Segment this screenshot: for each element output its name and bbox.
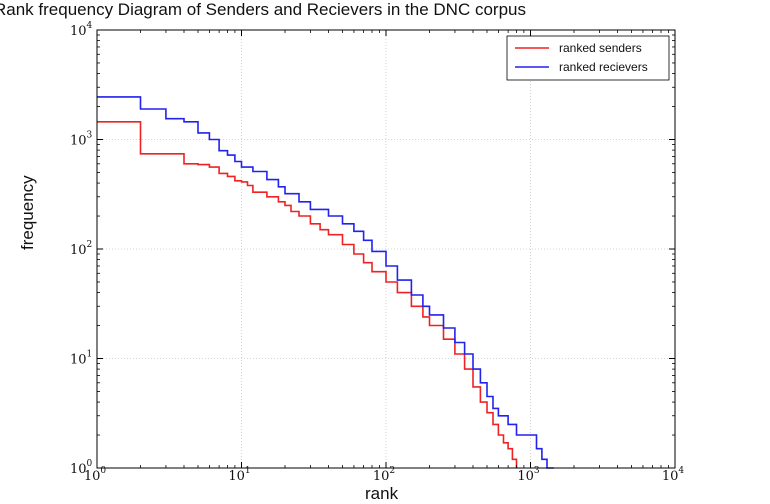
x-tick-label: 104 <box>662 466 685 484</box>
x-tick-exponent: 4 <box>678 466 684 476</box>
x-tick-exponent: 3 <box>534 466 540 476</box>
y-tick-label: 101 <box>70 350 92 368</box>
y-tick-exponent: 4 <box>87 21 93 31</box>
y-tick-label: 104 <box>70 21 93 39</box>
legend-box <box>506 35 670 81</box>
y-tick-exponent: 1 <box>87 350 93 360</box>
x-tick-label: 102 <box>373 466 395 484</box>
y-tick-exponent: 3 <box>87 131 93 141</box>
legend-label-0: ranked senders <box>559 41 642 55</box>
series-line-1 <box>97 96 554 469</box>
series-line-0 <box>97 121 518 468</box>
x-axis-label: rank <box>365 484 399 503</box>
legend: ranked senders ranked recievers <box>506 35 670 81</box>
y-tick-label: 103 <box>70 131 93 149</box>
x-tick-exponent: 2 <box>389 466 395 476</box>
legend-label-1: ranked recievers <box>559 60 648 74</box>
y-tick-exponent: 0 <box>87 459 93 469</box>
y-tick-label: 102 <box>70 240 92 258</box>
x-tick-label: 103 <box>517 466 540 484</box>
y-tick-exponent: 2 <box>87 240 93 250</box>
chart-title: Rank frequency Diagram of Senders and Re… <box>0 0 526 19</box>
x-tick-label: 101 <box>228 466 250 484</box>
grid <box>96 29 676 469</box>
x-tick-exponent: 1 <box>245 466 251 476</box>
series-lines <box>97 96 554 469</box>
x-tick-exponent: 0 <box>100 466 106 476</box>
